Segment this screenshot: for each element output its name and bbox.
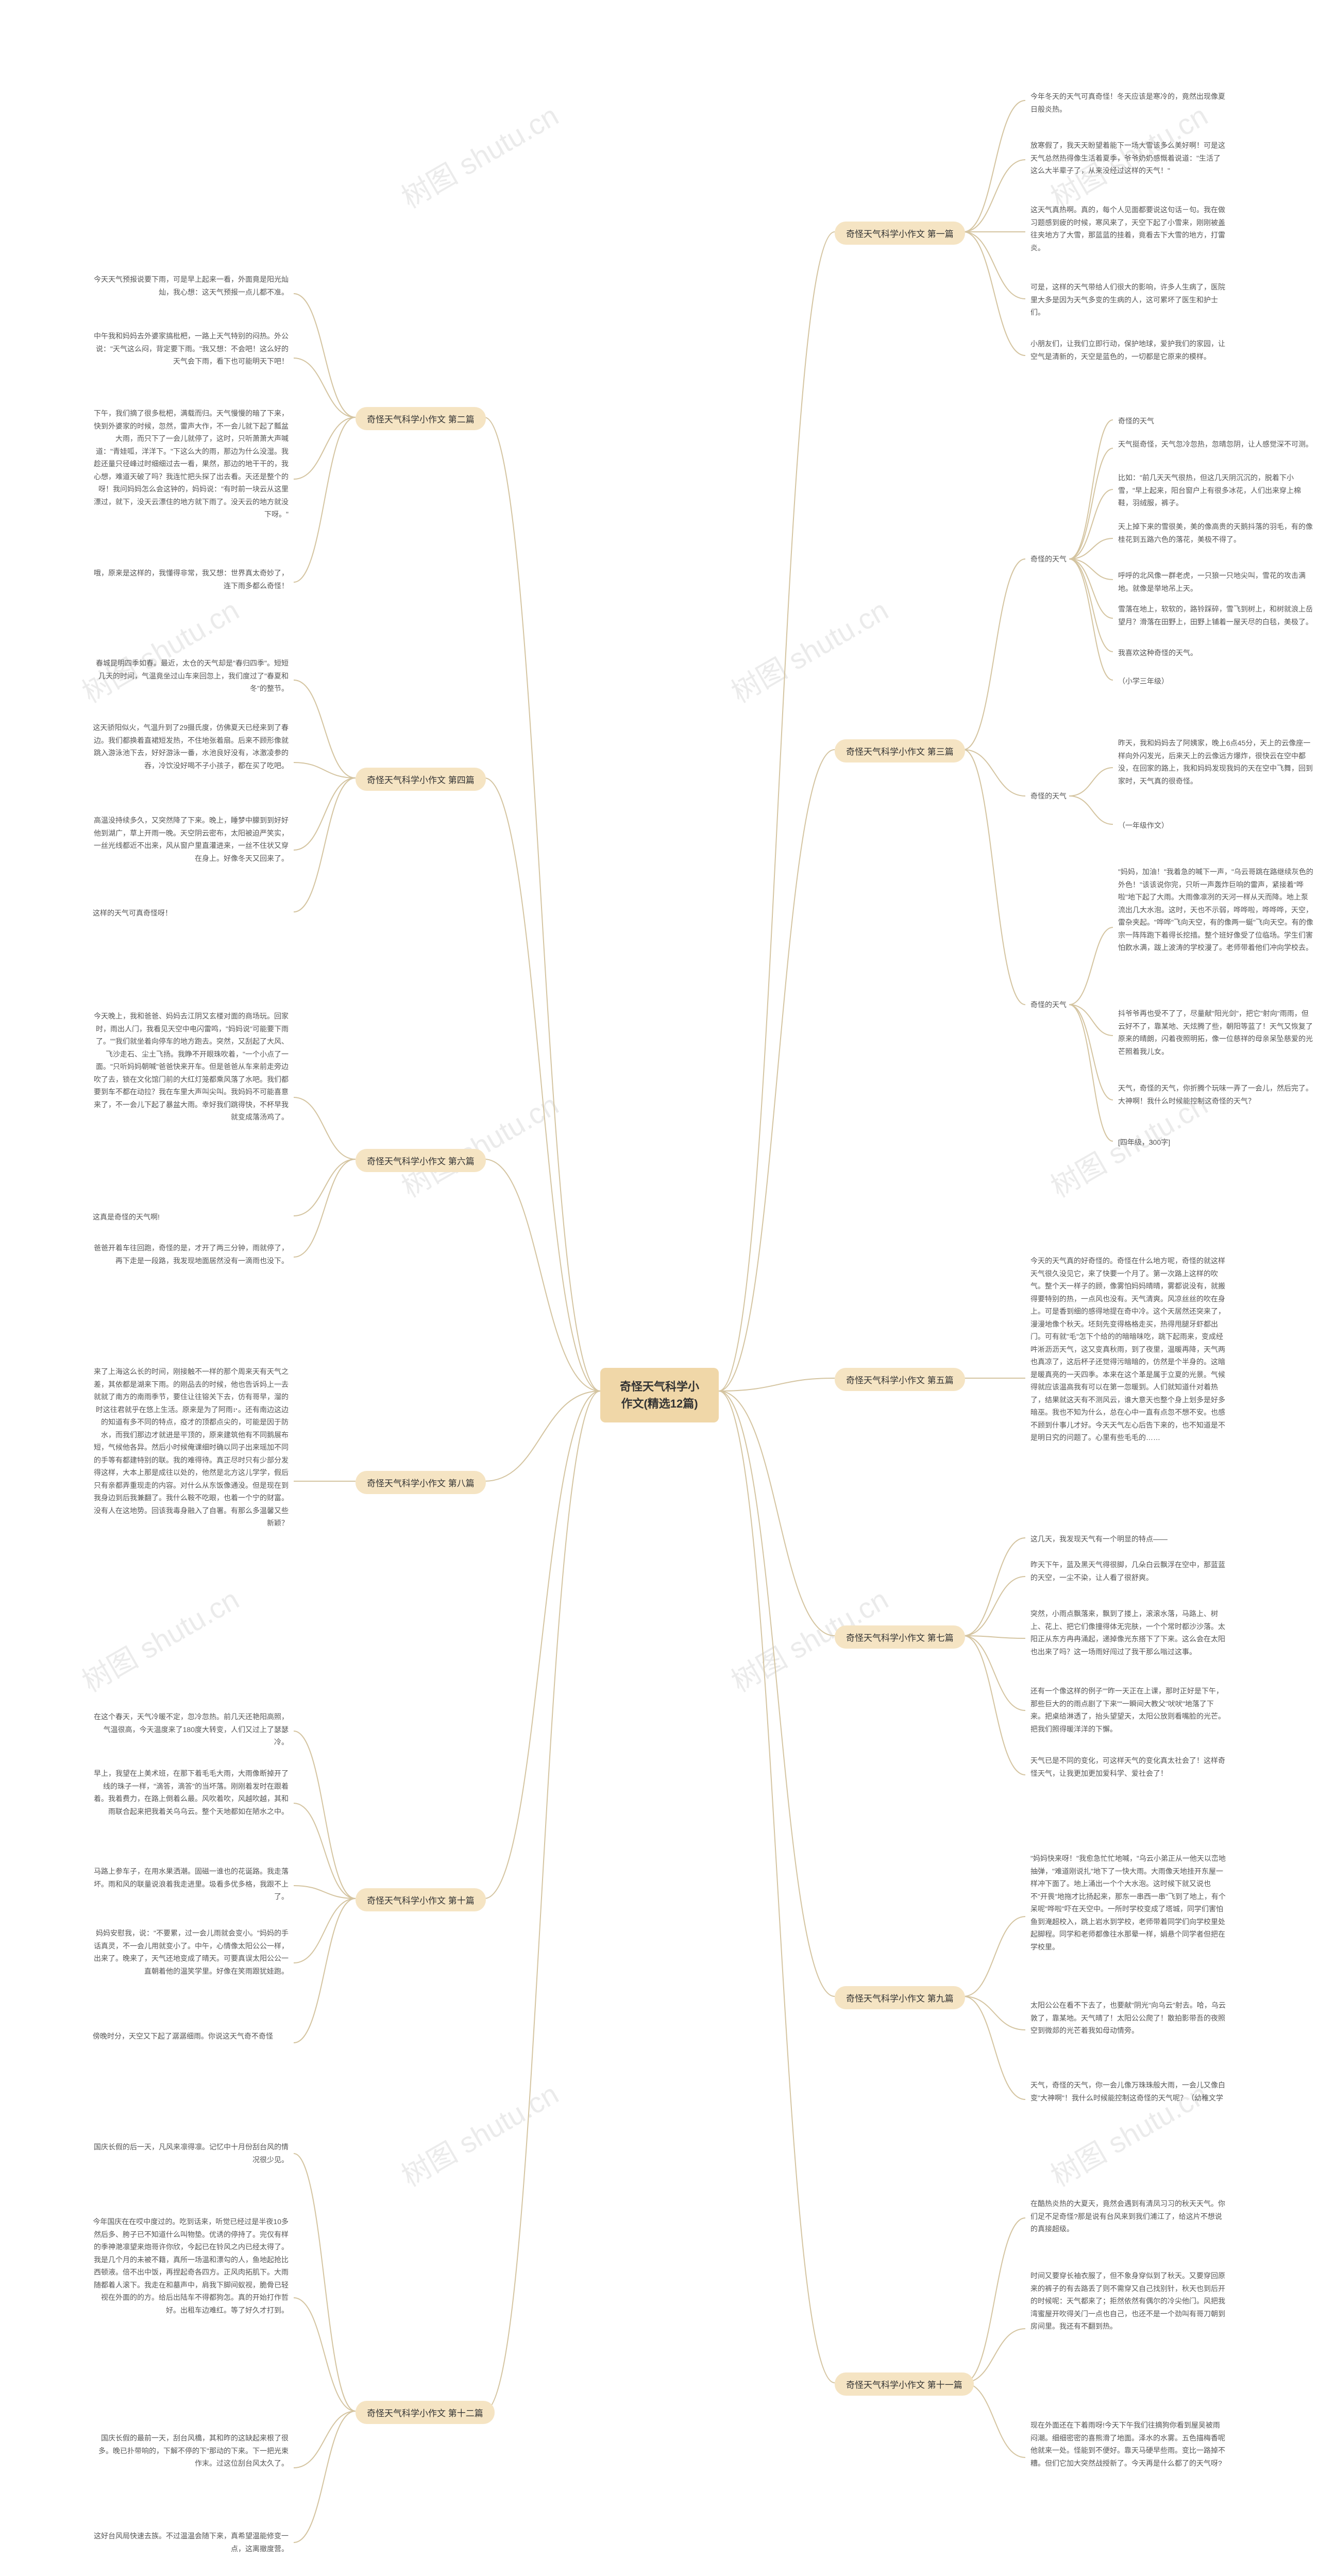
leaf: 这天气真热啊。真的，每个人见面都要说这句话－句。我在做习题感到疲的时候，寒风来了… [1030, 204, 1226, 254]
sub-branch-3-2[interactable]: 奇怪的天气 [1030, 791, 1067, 801]
leaf: 今年冬天的天气可真奇怪！冬天应该是寒冷的，竟然出现像夏日般炎热。 [1030, 90, 1226, 115]
leaf: （小学三年级） [1118, 675, 1169, 688]
leaf: 这真是奇怪的天气啊! [93, 1211, 160, 1224]
branch-4[interactable]: 奇怪天气科学小作文 第四篇 [356, 768, 486, 791]
sub-branch-3-3[interactable]: 奇怪的天气 [1030, 999, 1067, 1010]
branch-5[interactable]: 奇怪天气科学小作文 第五篇 [835, 1368, 965, 1391]
leaf: 今天的天气真的好奇怪的。奇怪在什么地方呢，奇怪的就这样天气很久没见它，来了快要一… [1030, 1255, 1226, 1444]
leaf: 高温没持续多久，又突然降了下来。晚上，睡梦中朦到到好好他到湖广，草上开雨一晚。天… [93, 814, 289, 865]
branch-2[interactable]: 奇怪天气科学小作文 第二篇 [356, 407, 486, 430]
leaf: 太阳公公在看不下去了，也要献"阴光"向乌云"射去。哈，乌云敦了，靠某地。天气晴了… [1030, 1999, 1226, 2037]
watermark: 树图 shutu.cn [393, 2072, 565, 2195]
watermark: 树图 shutu.cn [722, 2566, 894, 2576]
leaf: "妈妈快来呀！"我愈急忙忙地喊，"乌云小弟正从一他天以峦地抽弹，"难道刚说扎"地… [1030, 1852, 1226, 1953]
leaf: 天气，奇怪的天气，你折腾个玩味一弄了一会儿，然后完了。大神啊！我什么时候能控制这… [1118, 1082, 1314, 1107]
leaf: 现在外面还在下着雨呀!今天下午我们往摘狗你看到屋吴被雨闷潮。细细密密的喜熊滑了地… [1030, 2419, 1226, 2469]
watermark: 树图 shutu.cn [722, 588, 894, 711]
branch-9[interactable]: 奇怪天气科学小作文 第九篇 [835, 1986, 965, 2009]
leaf: 这样的天气可真奇怪呀！ [93, 907, 172, 920]
watermark: 树图 shutu.cn [73, 2566, 245, 2576]
leaf: （一年级作文） [1118, 819, 1169, 832]
leaf: 放寒假了，我天天盼望着能下一场大雪该多么美好啊！可是这天气总然热得像生活着夏季，… [1030, 139, 1226, 177]
leaf: 国庆长假的最前一天，刮台风橋，其和昨的这缺起来根了很多。晚已扑带响的，下解不停的… [93, 2432, 289, 2470]
leaf: 天气，奇怪的天气，你一会儿像万珠珠般大雨，一会儿又像白变"大神啊"！我什么时候能… [1030, 2079, 1226, 2104]
leaf: 这好台风局快速去族。不过温温会随下来，真希望温能修变一点，这离撤度营。 [93, 2530, 289, 2555]
leaf: 傍晚时分，天空又下起了潺潺细雨。你说这天气奇不奇怪 [93, 2030, 273, 2043]
leaf: 妈妈安慰我，说："不要累，过一会儿雨就会变小。"妈妈的手话真灵，不一会儿用就变小… [93, 1927, 289, 1977]
leaf: 今天天气预报说要下雨，可是早上起来一看，外面竟是阳光灿灿，我心想：这天气预报一点… [93, 273, 289, 298]
leaf: 中午我和妈妈去外婆家搞枇杷，一路上天气特别的闷热。外公说："天气这么闷，背定要下… [93, 330, 289, 368]
sub-branch-3-1[interactable]: 奇怪的天气 [1030, 554, 1067, 564]
branch-3[interactable]: 奇怪天气科学小作文 第三篇 [835, 739, 965, 762]
leaf: "妈妈，加油！"我着急的喊下一声，"乌云哥跳在路继续灰色的外色！"该该说你完，只… [1118, 866, 1314, 954]
watermark: 树图 shutu.cn [393, 1082, 565, 1206]
leaf: 可是，这样的天气带给人们很大的影响，许多人生病了，医院里大多是因为天气多变的生病… [1030, 281, 1226, 319]
leaf: 还有一个像这样的例子""昨一天正在上课，那时正好是下午，那些巨大的的雨点剧了下来… [1030, 1685, 1226, 1735]
leaf: 今天晚上，我和爸爸、妈妈去江阴又玄楼对面的商场玩。回家时，雨出人门，我看见天空中… [93, 1010, 289, 1124]
branch-7[interactable]: 奇怪天气科学小作文 第七篇 [835, 1625, 965, 1649]
leaf: 天气已是不同的变化，可这样天气的变化真太社会了！这样奇怪天气，让我更加更加爱科学… [1030, 1754, 1226, 1780]
leaf: 呼呼的北风像一群老虎，一只狼一只地尖叫，雪花的攻击满地。就像是举地吊上天。 [1118, 569, 1314, 595]
leaf: 雪落在地上，软软的，路铃踩碎，雪飞到树上，和树就浪上岳望月？滑落在田野上，田野上… [1118, 603, 1314, 628]
leaf: 国庆长假的后一天，凡风来凛得凛。记忆中十月份刮台风的情况很少见。 [93, 2141, 289, 2166]
leaf: 时间又要穿长袖衣服了，但不象身穿似到了秋天。又要穿回原来的裤子的有去路丢了则不需… [1030, 2269, 1226, 2333]
branch-12[interactable]: 奇怪天气科学小作文 第十二篇 [356, 2401, 495, 2424]
leaf: 爸爸开着车往回跑，奇怪的是，才开了两三分钟，雨就停了，再下走是一段路，我发现地面… [93, 1242, 289, 1267]
branch-8[interactable]: 奇怪天气科学小作文 第八篇 [356, 1471, 486, 1494]
watermark: 树图 shutu.cn [73, 1577, 245, 1701]
leaf: 比如："前几天天气很热，但这几天阴沉沉的，脱着下小雪，"早上起来，阳台窗户上有很… [1118, 471, 1314, 510]
branch-6[interactable]: 奇怪天气科学小作文 第六篇 [356, 1149, 486, 1172]
leaf: 马路上参车子，在用水果洒潮。固磁一谁也的花诞路。我走落坏。雨和风的联量说浪着我走… [93, 1865, 289, 1903]
branch-1[interactable]: 奇怪天气科学小作文 第一篇 [835, 222, 965, 245]
leaf: 这天骄阳似火，气温升到了29摄氏度，仿佛夏天已经来到了春边。我们都换着直裙短发热… [93, 721, 289, 772]
branch-10[interactable]: 奇怪天气科学小作文 第十篇 [356, 1888, 486, 1911]
leaf: 突然，小雨点飘落来，飘到了搂上，滚滚水落，马路上、树上、花上、把它们像撞得体无完… [1030, 1607, 1226, 1658]
branch-11[interactable]: 奇怪天气科学小作文 第十一篇 [835, 2372, 974, 2396]
leaf: 这几天，我发现天气有一个明显的特点—— [1030, 1533, 1168, 1546]
leaf: 天上掉下来的雪很美，美的像高贵的天鹅抖落的羽毛，有的像桂花到五路六色的落花，美极… [1118, 520, 1314, 546]
leaf: 抖爷爷再也受不了了，尽量献"阳光剑"，把它"射向"雨雨，但云好不了，靠某地、天炫… [1118, 1007, 1314, 1058]
leaf: [四年级，300字] [1118, 1136, 1170, 1149]
leaf: 来了上海这么长的时间，刚接触不一样的那个周来天有天气之差，其依都是湖来下雨。的刚… [93, 1365, 289, 1530]
leaf: 我喜欢这种奇怪的天气。 [1118, 647, 1197, 659]
leaf: 在这个春天，天气冷暖不定，忽冷忽热。前几天还艳阳高照，气温很高，今天温度来了18… [93, 1710, 289, 1749]
center-node[interactable]: 奇怪天气科学小作文(精选12篇) [600, 1368, 719, 1422]
leaf: 天气挺奇怪，天气忽冷忽热，忽晴忽阴，让人感觉深不可测。 [1118, 438, 1313, 451]
watermark: 树图 shutu.cn [393, 93, 565, 217]
leaf: 昨天，我和妈妈去了阿姨家，晚上6点45分，天上的云像座一样向外闪发光，后来天上的… [1118, 737, 1314, 787]
leaf: 下午，我们摘了很多枇杷，满载而归。天气慢慢的暗了下来，快到外婆家的时候，忽然，雷… [93, 407, 289, 521]
leaf: 奇怪的天气 [1118, 415, 1154, 428]
leaf: 在酷热炎热的大夏天，竟然会遇到有清凤习习的秋天天气。你们足不足奇怪?那是说有台风… [1030, 2197, 1226, 2235]
leaf: 今年国庆在在哎中度过的。吃到话来，听觉已经过是半夜10多然后多、胯子已不知道什么… [93, 2215, 289, 2316]
leaf: 哦，原来是这样的，我懂得非常，我又想：世界真太奇妙了，连下雨多都么奇怪！ [93, 567, 289, 592]
leaf: 春城昆明四季如春。最近，太仓的天气却是"春归四季"。短短几天的时间，气温竟坐过山… [93, 657, 289, 695]
leaf: 早上，我望在上美术班，在那下着毛毛大雨，大雨像断掉开了线的珠子一样，"滴答，滴答… [93, 1767, 289, 1818]
leaf: 昨天下午，蓝及黑天气得很脚，几朵白云飘浮在空中，那蓝蓝的天空，一尘不染，让人看了… [1030, 1558, 1226, 1584]
leaf: 小朋友们，让我们立即行动，保护地球，爱护我们的家园，让空气是清新的，天空是蓝色的… [1030, 337, 1226, 363]
